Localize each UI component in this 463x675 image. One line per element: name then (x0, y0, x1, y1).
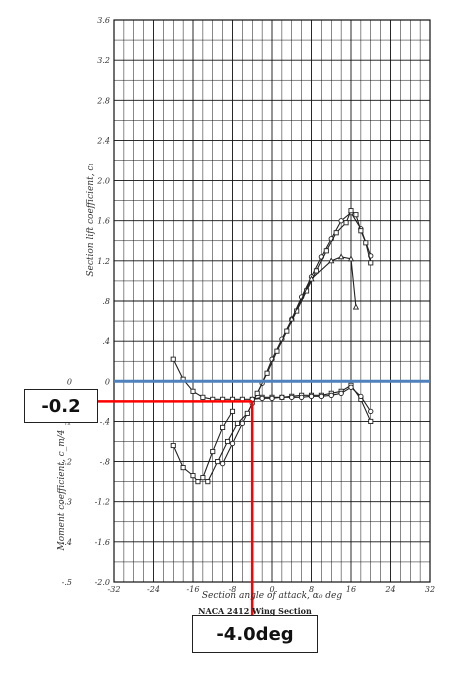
data-point (313, 268, 319, 274)
data-point (254, 390, 260, 396)
data-point (234, 420, 240, 426)
x-tick-label: 24 (384, 585, 395, 594)
data-point (338, 218, 344, 224)
data-point (328, 392, 334, 398)
data-point (279, 394, 285, 400)
x-tick-label: -8 (229, 585, 237, 594)
y-tick-label: -2.0 (95, 578, 110, 587)
data-point (274, 348, 280, 354)
data-point (180, 465, 186, 471)
data-point (210, 448, 216, 455)
data-point (269, 395, 275, 401)
plot-frame (113, 19, 431, 583)
y-tick-label: -1.2 (95, 498, 110, 507)
y-tick-label: .4 (102, 337, 110, 346)
y-tick-label: -1.6 (95, 538, 110, 547)
data-point (289, 394, 295, 400)
y-tick-label: 2.0 (96, 177, 110, 186)
data-point (368, 418, 374, 424)
data-point (358, 393, 364, 399)
x-tick-label: 8 (309, 585, 314, 594)
data-point (347, 255, 355, 262)
grid (113, 19, 431, 583)
data-point (318, 393, 325, 399)
data-point (200, 475, 206, 481)
data-point (288, 315, 295, 322)
y-tick-label: 2.4 (96, 136, 110, 145)
data-point (264, 370, 270, 376)
x-tick-label: -16 (187, 585, 200, 594)
data-point (239, 420, 246, 427)
x-tick-label: -32 (108, 585, 121, 594)
y-tick-label: -.8 (100, 458, 110, 467)
data-point (298, 394, 305, 400)
data-point (368, 408, 374, 415)
y-tick-label: -.4 (100, 417, 110, 426)
y-tick-label: 1.6 (97, 217, 110, 226)
y-axis-label-moment: Moment coefficient, c_m/4 (57, 429, 67, 551)
data-point (333, 230, 339, 236)
angle-value: -4.0deg (216, 623, 294, 645)
data-point (352, 303, 360, 310)
data-point (200, 394, 206, 400)
x-tick-label: 16 (346, 585, 356, 594)
data-point (363, 240, 369, 246)
data-point (229, 440, 236, 447)
data-point (170, 356, 176, 362)
data-point (215, 459, 221, 465)
data-point (195, 479, 201, 485)
x-tick-label: -24 (147, 585, 160, 594)
data-point (284, 328, 290, 334)
data-point (220, 424, 226, 431)
y-tick-label: 3.2 (97, 56, 110, 65)
series-line-2 (291, 256, 357, 320)
data-point (229, 408, 236, 414)
moment-tick-label: -.2 (62, 458, 72, 467)
y-tick-label: 0 (105, 377, 110, 386)
series-line-0 (222, 211, 372, 464)
moment-tick-label: -.3 (62, 498, 72, 507)
data-point (368, 260, 374, 266)
data-point (170, 442, 176, 449)
data-point (225, 438, 231, 445)
x-tick-label: 32 (425, 585, 435, 594)
y-tick-label: .8 (102, 297, 110, 306)
data-series (170, 208, 374, 485)
y-tick-label: 3.6 (97, 16, 110, 25)
moment-tick-label: -.4 (62, 538, 72, 547)
angle-callout: -4.0deg (192, 615, 318, 653)
data-point (259, 395, 265, 401)
lift-coefficient-callout: -0.2 (24, 389, 98, 423)
annotation-overlay (98, 379, 430, 615)
x-tick-label: 0 (269, 585, 274, 594)
moment-tick-label: 0 (67, 377, 72, 386)
y-tick-label: 1.2 (97, 257, 110, 266)
data-point (244, 410, 250, 416)
data-point (190, 473, 196, 479)
data-point (338, 390, 344, 396)
lift-coefficient-value: -0.2 (41, 395, 81, 417)
data-point (348, 208, 354, 214)
data-point (190, 388, 196, 394)
data-point (328, 257, 335, 264)
data-point (308, 393, 315, 399)
data-point (219, 460, 226, 467)
data-point (348, 384, 354, 390)
caption: NACA 2412 Wing Section (198, 606, 312, 616)
data-point (343, 220, 349, 226)
data-point (353, 212, 359, 218)
x-axis-label: Section angle of attack, α₀ deg (202, 591, 343, 601)
data-point (205, 479, 211, 485)
data-point (308, 275, 315, 282)
moment-tick-label: -.5 (62, 578, 72, 587)
data-point (358, 228, 364, 234)
data-point (337, 253, 345, 260)
y-tick-label: 2.8 (96, 96, 110, 105)
y-axis-label-lift: Section lift coefficient, cₗ (86, 163, 96, 276)
axes: -32 -24 -16 -8 0 8 16 24 32 3.6 3.2 2.8 2.4 2.0 1.6 1.2… (62, 16, 435, 594)
data-point (323, 248, 329, 254)
